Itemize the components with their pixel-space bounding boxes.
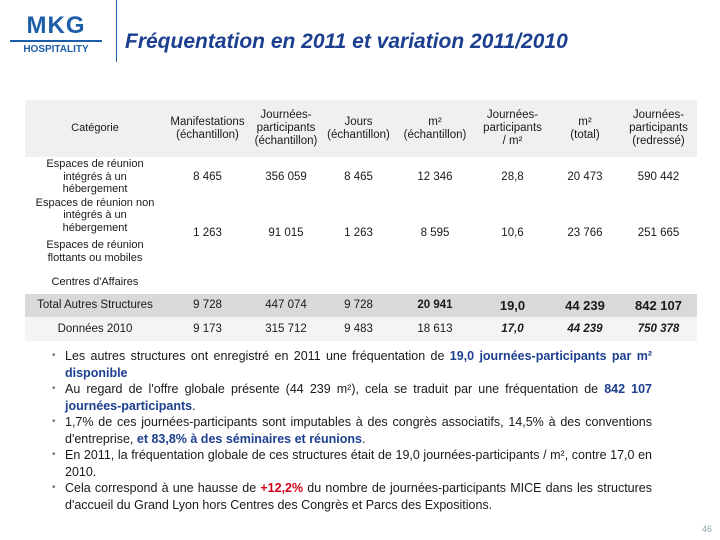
row-background	[25, 100, 697, 157]
table-cell: 590 442	[637, 170, 680, 183]
column-header: m² (échantillon)	[403, 115, 467, 141]
table-cell: 842 107	[635, 298, 682, 313]
table-cell: 20 473	[567, 170, 603, 183]
table-cell: 23 766	[567, 227, 603, 239]
table-cell: 8 465	[193, 170, 222, 183]
bullet-text: En 2011, la fréquentation globale de ces…	[65, 448, 652, 479]
column-header: Catégorie	[71, 122, 119, 135]
table-cell: 8 595	[420, 227, 450, 239]
column-header: Jours (échantillon)	[327, 115, 390, 141]
table-cell: 17,0	[501, 322, 524, 335]
page-number: 46	[701, 524, 712, 534]
table-cell: 8 465	[344, 170, 373, 183]
table-cell: 12 346	[417, 170, 453, 183]
logo-text: MKG	[26, 12, 86, 39]
bullet: Les autres structures ont enregistré en …	[52, 348, 652, 381]
table-cell: 251 665	[637, 227, 680, 239]
table-cell: 447 074	[265, 299, 307, 311]
bullet: Au regard de l'offre globale présente (4…	[52, 381, 652, 414]
table-cell: 1 263	[193, 227, 222, 239]
column-header: Journées- participants (redressé)	[629, 109, 688, 147]
bullet: 1,7% de ces journées-participants sont i…	[52, 414, 652, 447]
bullet-text: 1,7% de ces journées-participants sont i…	[65, 415, 652, 446]
table-cell: 91 015	[268, 227, 304, 239]
bullet-text: 19,0 journées-participants par m² dispon…	[65, 349, 652, 380]
table-cell: 28,8	[501, 170, 524, 183]
bullet-text: 842 107 journées-participants	[65, 382, 653, 413]
bullet-text: .	[192, 398, 196, 413]
table-cell: 9 728	[344, 299, 373, 311]
bullet-text: .	[361, 431, 366, 446]
bullet: Cela correspond à une hausse de +12,2% d…	[52, 480, 652, 513]
table-cell: 44 239	[565, 298, 605, 313]
table-cell: 1 263	[344, 227, 373, 239]
bullet-text: du nombre de journées-participants MICE …	[65, 481, 652, 512]
column-header: Manifestations (échantillon)	[170, 115, 245, 141]
bullet-text: +12,2%	[260, 481, 304, 495]
table-cell: 356 059	[265, 170, 307, 183]
row-background	[25, 317, 697, 341]
table-cell: 10,6	[501, 227, 524, 239]
table-cell: 315 712	[265, 322, 307, 335]
row-label: Total Autres Structures	[37, 299, 153, 312]
row-label: Espaces de réunion intégrés à un héberge…	[46, 158, 144, 196]
bullet: En 2011, la fréquentation globale de ces…	[52, 447, 652, 480]
bullet-text: Au regard de l'offre globale présente (4…	[65, 382, 605, 396]
table-cell: 750 378	[637, 322, 680, 335]
column-header: Journées- participants / m²	[483, 109, 542, 147]
bullet-text: Cela correspond à une hausse de	[65, 481, 261, 495]
logo: MKG HOSPITALITY	[10, 12, 102, 55]
column-header: m² (total)	[570, 115, 600, 141]
row-label: Espaces de réunion flottants ou mobiles	[46, 239, 144, 264]
table-cell: 19,0	[499, 298, 526, 313]
table-cell: 9 728	[193, 299, 222, 311]
table-cell: 9 483	[344, 322, 373, 335]
bullet-text: Les autres structures ont enregistré en …	[65, 349, 450, 363]
row-label: Centres d'Affaires	[51, 275, 139, 288]
table-cell: 18 613	[417, 322, 453, 335]
bullet-text: et 83,8% à des séminaires et réunions	[136, 431, 362, 446]
divider	[116, 0, 117, 62]
bullet-list: Les autres structures ont enregistré en …	[52, 348, 652, 513]
row-background	[25, 294, 697, 317]
table-cell: 9 173	[193, 322, 222, 335]
table-cell: 20 941	[417, 299, 453, 311]
column-header: Journées- participants (échantillon)	[254, 109, 318, 147]
row-label: Données 2010	[57, 322, 133, 335]
logo-subtext: HOSPITALITY	[10, 40, 102, 55]
table-cell: 44 239	[567, 322, 603, 335]
row-label: Espaces de réunion non intégrés à un héb…	[35, 196, 155, 234]
title: Fréquentation en 2011 et variation 2011/…	[125, 30, 568, 53]
